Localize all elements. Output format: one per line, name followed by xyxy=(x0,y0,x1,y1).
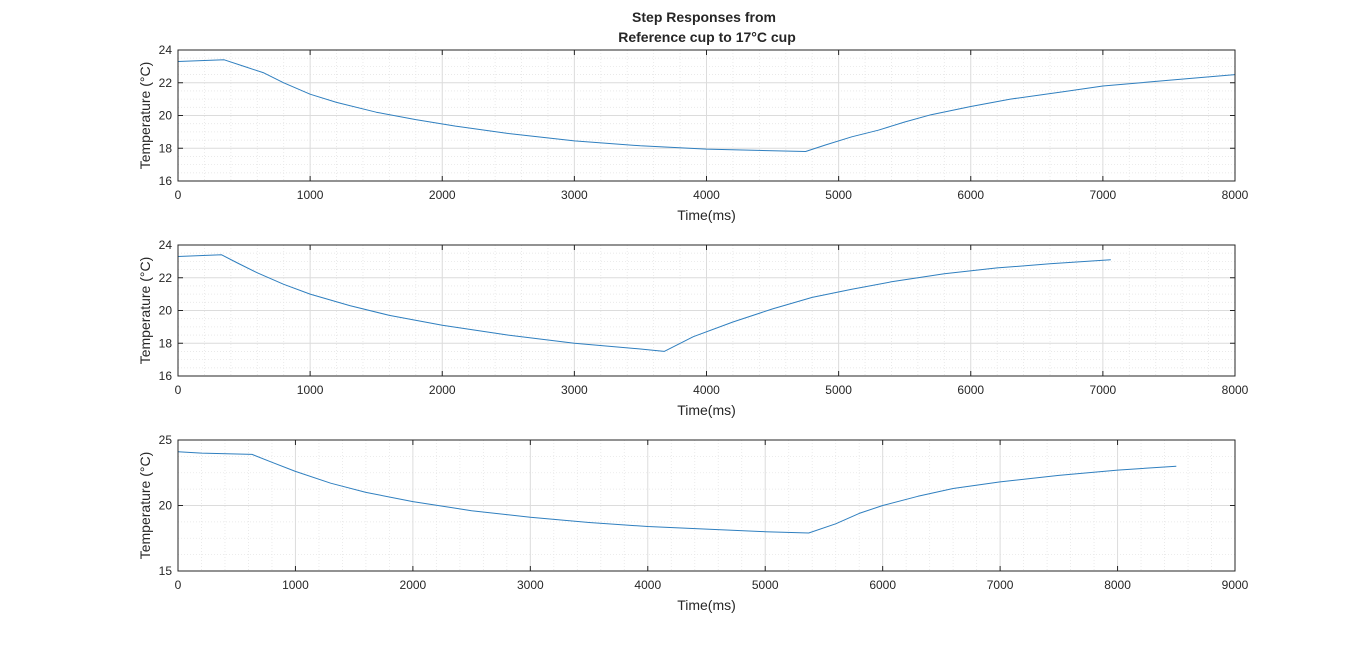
axes-box xyxy=(177,439,1236,572)
y-tick-label: 24 xyxy=(159,238,173,252)
subplot-2: 0 1000 2000 3000 4000 5000 6000 7000 8000 16 18 20 2… xyxy=(137,238,1249,418)
y-tick-label: 15 xyxy=(159,564,173,578)
data-line xyxy=(177,254,1111,352)
x-tick-label: 1000 xyxy=(297,188,324,202)
x-axis-label: Time(ms) xyxy=(677,402,736,418)
x-tick-label: 7000 xyxy=(1090,188,1117,202)
y-tick-label: 22 xyxy=(159,76,173,90)
y-axis-label: Temperature (°C) xyxy=(137,452,153,560)
y-tick-label: 25 xyxy=(159,433,173,447)
y-tick-label: 20 xyxy=(159,304,173,318)
x-tick-label: 5000 xyxy=(825,188,852,202)
x-tick-label: 3000 xyxy=(561,188,588,202)
x-tick-label: 4000 xyxy=(634,578,661,592)
x-tick-label: 2000 xyxy=(400,578,427,592)
x-tick-label: 4000 xyxy=(693,383,720,397)
x-tick-label: 5000 xyxy=(825,383,852,397)
x-tick-label: 0 xyxy=(175,383,182,397)
x-tick-label: 4000 xyxy=(693,188,720,202)
x-tick-label: 9000 xyxy=(1222,578,1249,592)
y-tick-label: 22 xyxy=(159,271,173,285)
data-line xyxy=(177,59,1236,152)
x-tick-label: 2000 xyxy=(429,383,456,397)
figure-title-line2: Reference cup to 17°C cup xyxy=(618,29,796,45)
x-tick-label: 0 xyxy=(175,188,182,202)
y-axis-label: Temperature (°C) xyxy=(137,257,153,365)
x-tick-label: 6000 xyxy=(957,383,984,397)
x-tick-label: 0 xyxy=(175,578,182,592)
y-tick-label: 18 xyxy=(159,336,173,350)
x-tick-label: 1000 xyxy=(282,578,309,592)
figure-title-line1: Step Responses from xyxy=(632,9,776,25)
y-tick-label: 16 xyxy=(159,369,173,383)
y-tick-label: 20 xyxy=(159,109,173,123)
x-tick-label: 8000 xyxy=(1222,383,1249,397)
y-tick-label: 16 xyxy=(159,174,173,188)
x-tick-label: 7000 xyxy=(987,578,1014,592)
x-axis-label: Time(ms) xyxy=(677,597,736,613)
x-tick-label: 7000 xyxy=(1090,383,1117,397)
x-tick-label: 2000 xyxy=(429,188,456,202)
x-tick-label: 6000 xyxy=(957,188,984,202)
subplot-3: 0 1000 2000 3000 4000 5000 6000 7000 8000 9000 15 2… xyxy=(137,433,1249,613)
y-tick-label: 24 xyxy=(159,43,173,57)
y-tick-label: 20 xyxy=(159,499,173,513)
x-axis-label: Time(ms) xyxy=(677,207,736,223)
x-tick-label: 8000 xyxy=(1104,578,1131,592)
data-line xyxy=(177,451,1177,534)
axes-box xyxy=(177,49,1236,182)
axes-box xyxy=(177,244,1236,377)
x-tick-label: 3000 xyxy=(561,383,588,397)
x-tick-label: 6000 xyxy=(869,578,896,592)
x-tick-label: 5000 xyxy=(752,578,779,592)
x-tick-label: 3000 xyxy=(517,578,544,592)
x-tick-label: 1000 xyxy=(297,383,324,397)
subplot-1: 0 1000 2000 3000 4000 5000 6000 7000 8000 16 18 20 2… xyxy=(137,43,1249,223)
y-tick-label: 18 xyxy=(159,141,173,155)
y-axis-label: Temperature (°C) xyxy=(137,62,153,170)
x-tick-label: 8000 xyxy=(1222,188,1249,202)
